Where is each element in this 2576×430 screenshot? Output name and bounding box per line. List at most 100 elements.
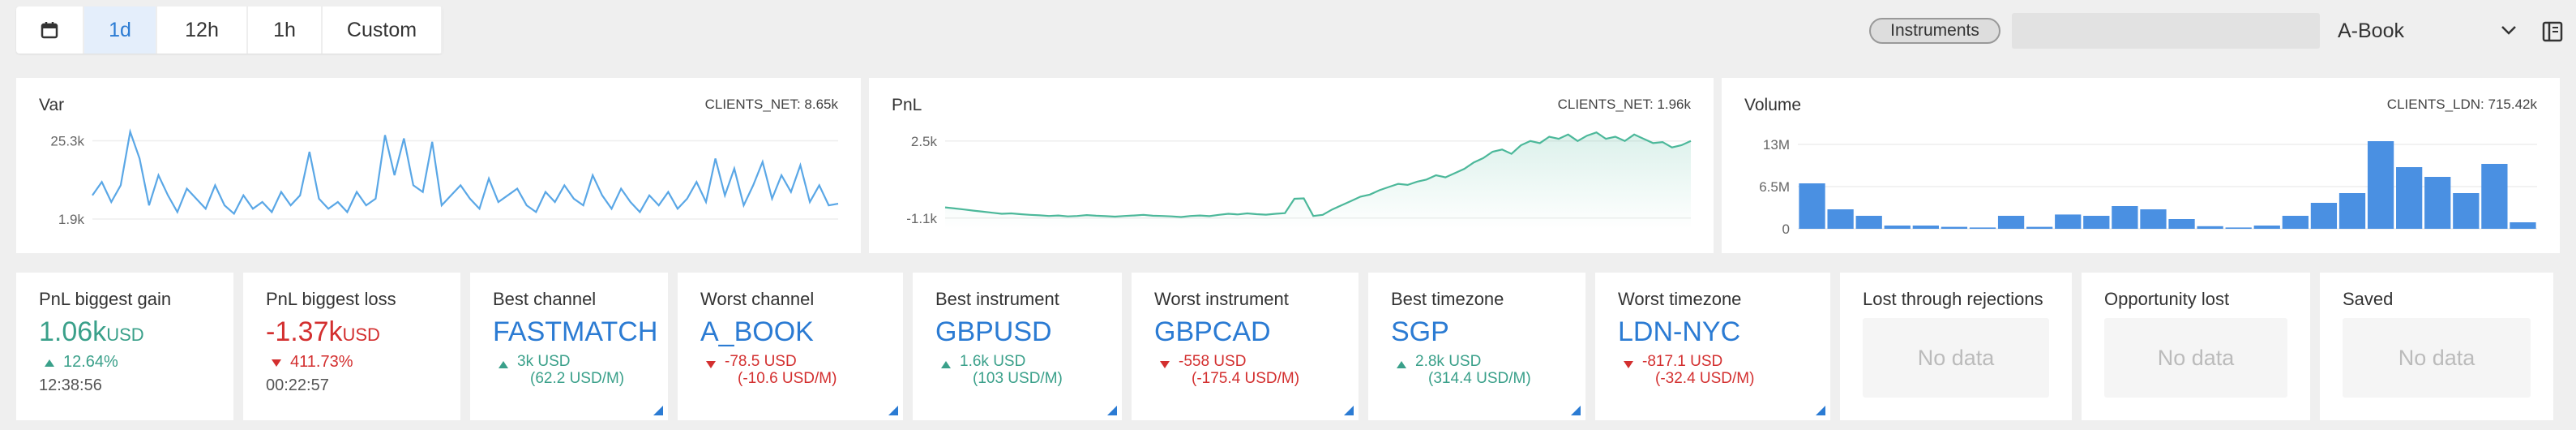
trend-triangle [272, 359, 281, 367]
no-data: No data [2104, 318, 2287, 398]
corner-triangle [1344, 406, 1354, 415]
bar [2424, 177, 2451, 229]
trend-icon [45, 359, 54, 367]
time: 00:22:57 [266, 376, 329, 394]
card-value-row: A_BOOK [700, 316, 903, 348]
card-value: LDN-NYC [1618, 316, 1741, 347]
chart: Volume CLIENTS_LDN: 715.42k 0 6.5M 13M [1744, 96, 2538, 237]
corner-triangle [1816, 406, 1825, 415]
kpi-card: Best channel FASTMATCH 3k USD (62.2 USD/M) [470, 273, 668, 420]
rate: (103 USD/M) [973, 370, 1063, 387]
detail-row: -558 USD (-175.4 USD/M) [1154, 353, 1359, 387]
trend-triangle [1624, 361, 1633, 368]
bar [2453, 193, 2480, 229]
kpi-card: Best timezone SGP 2.8k USD (314.4 USD/M) [1368, 273, 1585, 420]
card-value-row: -1.37kUSD [266, 316, 460, 348]
chart-panel: Var CLIENTS_NET: 8.65k 1.9k 25.3k [16, 78, 861, 253]
card-value: 1.06k [39, 316, 107, 347]
trend-triangle [1397, 361, 1406, 368]
chart-annotation: CLIENTS_LDN: 715.42k [2387, 97, 2538, 112]
trend-icon [1624, 361, 1633, 368]
card-value-row: SGP [1391, 316, 1585, 348]
detail-text: -817.1 USD (-32.4 USD/M) [1642, 353, 1754, 387]
bar [2282, 216, 2309, 229]
kpi-card: Best instrument GBPUSD 1.6k USD (103 USD/M) [913, 273, 1122, 420]
bar [1884, 226, 1911, 229]
filter-chip[interactable]: Instruments [1869, 18, 2000, 44]
kpi-card: Saved No data [2320, 273, 2553, 420]
range-button[interactable]: 12h [157, 6, 248, 54]
chart-title: Var [39, 96, 64, 114]
rate: (-175.4 USD/M) [1192, 370, 1300, 387]
trend-triangle [45, 359, 54, 367]
card-value-row: LDN-NYC [1618, 316, 1830, 348]
dropdown-chevron[interactable] [2500, 23, 2518, 37]
card-title: Best channel [493, 289, 597, 309]
cards-row: PnL biggest gain 1.06kUSD 12.64% 12:38:56 Pn… [16, 273, 2553, 420]
card-title: Best timezone [1391, 289, 1504, 309]
bar [2112, 206, 2138, 229]
icon-wrap [940, 353, 952, 387]
corner-triangle [888, 406, 898, 415]
search-input[interactable] [2012, 13, 2320, 49]
card-value: A_BOOK [700, 316, 814, 347]
trend-triangle [941, 361, 951, 368]
icon-wrap [1623, 353, 1634, 387]
sidebar-toggle[interactable] [2542, 21, 2563, 42]
detail: -817.1 USD [1642, 353, 1723, 370]
card-unit: USD [342, 325, 380, 345]
y-tick-label: -1.1k [906, 211, 937, 226]
chart-title: PnL [892, 96, 922, 114]
rate: (314.4 USD/M) [1428, 370, 1531, 387]
bar [1941, 226, 1968, 229]
book-select[interactable]: A-Book [2338, 19, 2404, 42]
chart-title: Volume [1744, 96, 1801, 114]
card-value-row: 1.06kUSD [39, 316, 233, 348]
card-value: SGP [1391, 316, 1449, 347]
card-value: FASTMATCH [493, 316, 658, 347]
rate: (-10.6 USD/M) [738, 370, 837, 387]
corner-triangle [1571, 406, 1581, 415]
bar [2367, 141, 2394, 229]
chart-annotation: CLIENTS_NET: 1.96k [1558, 97, 1692, 112]
card-title: Worst channel [700, 289, 815, 309]
icon-wrap [1159, 353, 1170, 387]
detail: 2.8k USD [1415, 353, 1482, 370]
bar [2197, 226, 2223, 229]
area [945, 132, 1691, 229]
corner-marker [888, 406, 898, 415]
y-tick-label: 25.3k [50, 134, 84, 149]
bar [2339, 193, 2366, 229]
line [944, 131, 1692, 218]
range-button[interactable]: 1d [84, 6, 157, 54]
chart-annotation: CLIENTS_NET: 8.65k [705, 97, 839, 112]
change: 411.73% [290, 353, 353, 371]
detail-row: 3k USD (62.2 USD/M) [493, 353, 668, 387]
trend-icon [272, 359, 281, 367]
change-row: 12.64% [39, 353, 233, 372]
detail: -558 USD [1179, 353, 1247, 370]
kpi-card: Lost through rejections No data [1840, 273, 2072, 420]
card-value-row: GBPCAD [1154, 316, 1359, 348]
no-data: No data [2343, 318, 2531, 398]
trend-triangle [706, 361, 716, 368]
card-title: Saved [2343, 289, 2394, 309]
corner-triangle [1107, 406, 1117, 415]
card-value: -1.37k [266, 316, 343, 347]
kpi-card: Worst channel A_BOOK -78.5 USD (-10.6 USD/M… [678, 273, 903, 420]
calendar-button[interactable] [16, 6, 84, 54]
range-button[interactable]: 1h [248, 6, 323, 54]
card-title: Best instrument [935, 289, 1059, 309]
card-value: GBPCAD [1154, 316, 1271, 347]
range-button[interactable]: Custom [323, 6, 443, 54]
detail: -78.5 USD [725, 353, 797, 370]
icon-wrap [1396, 353, 1407, 387]
bar [2253, 226, 2280, 229]
chart: Var CLIENTS_NET: 8.65k 1.9k 25.3k [39, 96, 839, 227]
bar [2168, 219, 2195, 229]
trend-icon [1397, 361, 1406, 368]
y-tick-label: 6.5M [1759, 179, 1790, 195]
bar [2310, 203, 2338, 229]
bar [2225, 227, 2252, 229]
